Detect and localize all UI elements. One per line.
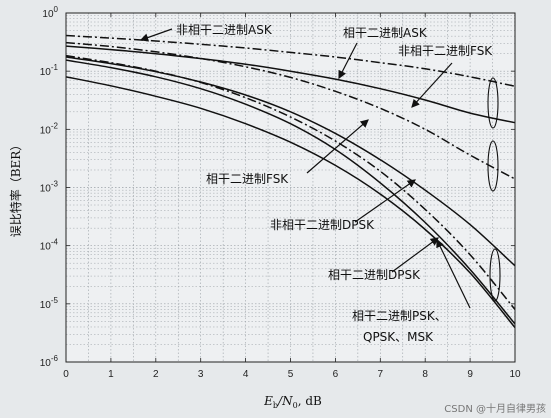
annotation-label-a5: 相干二进制DPSK xyxy=(328,268,421,282)
series-line-3 xyxy=(66,56,515,267)
series-line-2 xyxy=(66,41,515,180)
y-tick-base: 10 xyxy=(40,358,52,369)
x-tick-label: 1 xyxy=(108,369,114,380)
y-tick-exponent: -3 xyxy=(51,180,59,189)
series-line-1 xyxy=(66,45,515,124)
annotation-label-a3: 相干二进制FSK xyxy=(206,172,289,186)
x-tick-label: 3 xyxy=(198,369,204,380)
annotation-label-a2: 非相干二进制FSK xyxy=(398,44,493,58)
annotation-arrow-2 xyxy=(411,62,453,108)
y-tick-label: 100 xyxy=(42,5,58,20)
annotation-arrow-6 xyxy=(436,238,471,309)
x-tick-label: 4 xyxy=(243,369,249,380)
annotation-arrow-3 xyxy=(306,119,369,174)
y-tick-label: 10-4 xyxy=(40,238,59,253)
x-axis-label-slash: /N xyxy=(277,394,293,408)
y-tick-base: 10 xyxy=(40,300,52,311)
x-tick-label: 8 xyxy=(422,369,428,380)
axes xyxy=(65,12,516,363)
x-axis-label-e: E xyxy=(263,394,273,408)
group-ellipse-0 xyxy=(487,77,499,129)
y-tick-exponent: -2 xyxy=(51,121,59,130)
group-ellipse-1 xyxy=(487,140,499,192)
x-tick-label: 6 xyxy=(333,369,339,380)
x-axis-label-n-sub: 0 xyxy=(293,401,298,410)
x-axis-label-unit: , dB xyxy=(298,394,322,408)
y-tick-exponent: 0 xyxy=(54,5,59,14)
y-tick-base: 10 xyxy=(40,125,52,136)
annotation-arrow-4 xyxy=(354,179,416,223)
x-tick-label: 10 xyxy=(509,369,521,380)
y-tick-exponent: -6 xyxy=(51,354,59,363)
annotation-label-a0: 非相干二进制ASK xyxy=(176,23,273,37)
annotation-arrow-1 xyxy=(338,42,358,80)
x-tick-label: 9 xyxy=(467,369,473,380)
series-line-4 xyxy=(66,54,515,310)
x-axis-label: Eb/N0, dB xyxy=(263,394,322,410)
y-tick-base: 10 xyxy=(40,242,52,253)
group-ellipse-2 xyxy=(489,248,501,302)
annotations: 非相干二进制ASK 相干二进制ASK 非相干二进制FSK 相干二进制FSK 非相干二进制… xyxy=(139,23,501,344)
y-tick-label: 10-1 xyxy=(40,63,59,78)
series-line-5 xyxy=(66,59,515,325)
annotation-label-a1: 相干二进制ASK xyxy=(343,26,428,40)
x-tick-label: 5 xyxy=(288,369,294,380)
x-tick-label: 0 xyxy=(63,369,69,380)
annotation-label-a6: 相干二进制PSK、 xyxy=(352,309,447,323)
annotation-label-a4: 非相干二进制DPSK xyxy=(270,218,375,232)
y-tick-label: 10-6 xyxy=(40,354,59,369)
y-tick-exponent: -1 xyxy=(51,63,59,72)
watermark-text: CSDN @十月自律男孩 xyxy=(444,402,546,415)
annotation-label-a6b: QPSK、MSK xyxy=(363,330,434,344)
y-tick-exponent: -5 xyxy=(51,296,59,305)
y-axis-label: 误比特率（BER） xyxy=(8,139,23,238)
y-tick-exponent: -4 xyxy=(51,238,59,247)
y-tick-base: 10 xyxy=(42,9,54,20)
y-tick-base: 10 xyxy=(40,67,52,78)
x-axis-label-e-sub: b xyxy=(273,401,278,410)
annotation-arrow-0 xyxy=(139,28,173,42)
y-tick-base: 10 xyxy=(40,184,52,195)
y-tick-label: 10-3 xyxy=(40,180,59,195)
y-tick-label: 10-2 xyxy=(40,121,59,136)
x-tick-label: 7 xyxy=(378,369,384,380)
y-tick-label: 10-5 xyxy=(40,296,59,311)
x-tick-label: 2 xyxy=(153,369,159,380)
annotation-arrow-5 xyxy=(391,237,439,273)
grid xyxy=(65,13,516,363)
